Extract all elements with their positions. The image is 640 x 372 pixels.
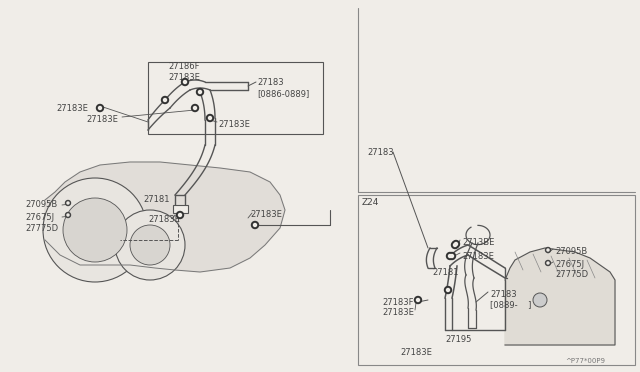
Circle shape — [451, 254, 454, 257]
Circle shape — [545, 247, 550, 253]
Text: Z24: Z24 — [362, 198, 380, 207]
Circle shape — [191, 105, 198, 112]
Circle shape — [130, 225, 170, 265]
Text: [0889-    ]: [0889- ] — [490, 300, 531, 309]
Circle shape — [115, 210, 185, 280]
Circle shape — [161, 96, 168, 103]
Circle shape — [177, 212, 184, 218]
Text: ^P77*00P9: ^P77*00P9 — [565, 358, 605, 364]
Circle shape — [253, 224, 257, 227]
Circle shape — [182, 78, 189, 86]
Circle shape — [454, 243, 458, 246]
Text: 27183E: 27183E — [382, 308, 414, 317]
Text: 27195: 27195 — [445, 335, 472, 344]
Circle shape — [449, 254, 451, 257]
Text: 27183E: 27183E — [148, 215, 180, 224]
Circle shape — [99, 106, 102, 109]
Text: 27775D: 27775D — [555, 270, 588, 279]
Circle shape — [67, 214, 69, 216]
Text: 27183: 27183 — [257, 78, 284, 87]
Circle shape — [547, 249, 549, 251]
Circle shape — [447, 289, 449, 292]
Circle shape — [533, 293, 547, 307]
Circle shape — [415, 296, 422, 304]
Text: 27181: 27181 — [432, 268, 458, 277]
Text: [0886-0889]: [0886-0889] — [257, 89, 309, 98]
Text: 27181: 27181 — [143, 195, 170, 204]
Circle shape — [545, 260, 550, 266]
Circle shape — [163, 99, 166, 102]
Circle shape — [63, 198, 127, 262]
Text: 27775D: 27775D — [25, 224, 58, 233]
Circle shape — [65, 212, 70, 218]
Circle shape — [179, 214, 182, 217]
Text: 27095B: 27095B — [555, 247, 588, 256]
Text: 27095B: 27095B — [25, 200, 57, 209]
Circle shape — [184, 80, 186, 83]
Polygon shape — [45, 162, 285, 272]
Circle shape — [209, 116, 211, 119]
Text: 27183E: 27183E — [218, 120, 250, 129]
Circle shape — [43, 178, 147, 282]
Circle shape — [252, 221, 259, 228]
Text: 27183: 27183 — [367, 148, 394, 157]
Bar — [148, 62, 323, 134]
Circle shape — [417, 298, 419, 301]
Circle shape — [449, 253, 456, 260]
Circle shape — [65, 201, 70, 205]
Circle shape — [198, 90, 202, 93]
Text: 27675J: 27675J — [555, 260, 584, 269]
Text: 27183F: 27183F — [382, 298, 413, 307]
Polygon shape — [505, 248, 615, 345]
Text: 27186F: 27186F — [168, 62, 200, 71]
Circle shape — [196, 89, 204, 96]
Text: 27183E: 27183E — [56, 104, 88, 113]
Text: 27183E: 27183E — [86, 115, 118, 124]
Text: 2713BE: 2713BE — [462, 238, 494, 247]
Text: 27183: 27183 — [490, 290, 516, 299]
Circle shape — [193, 106, 196, 109]
Bar — [173, 205, 188, 213]
Circle shape — [67, 202, 69, 204]
Circle shape — [452, 241, 460, 247]
Circle shape — [445, 286, 451, 294]
Bar — [358, 195, 635, 365]
Text: 27183E: 27183E — [400, 348, 432, 357]
Text: 27183E: 27183E — [462, 252, 494, 261]
Text: 27183E: 27183E — [250, 210, 282, 219]
Circle shape — [447, 253, 454, 260]
Circle shape — [451, 241, 458, 248]
Circle shape — [97, 105, 104, 112]
Circle shape — [547, 262, 549, 264]
Text: 27183E: 27183E — [168, 73, 200, 82]
Circle shape — [454, 244, 456, 247]
Text: 27675J: 27675J — [25, 213, 54, 222]
Circle shape — [207, 115, 214, 122]
